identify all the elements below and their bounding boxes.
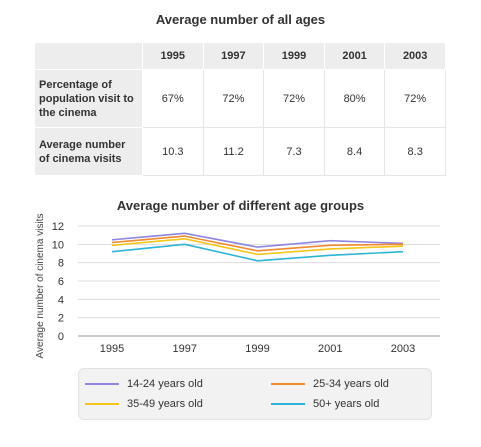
y-tick-label: 6 — [58, 276, 64, 288]
table-header-row: 1995 1997 1999 2001 2003 — [34, 42, 446, 70]
legend-item: 25-34 years old — [271, 378, 389, 390]
legend-swatch — [85, 403, 119, 405]
x-tick-label: 2003 — [391, 343, 415, 355]
y-tick-label: 8 — [58, 258, 64, 270]
row-label: Average number of cinema visits — [34, 127, 143, 176]
legend-swatch — [271, 403, 305, 405]
chart-title: Average number of different age groups — [116, 198, 365, 213]
x-tick-label: 1997 — [173, 343, 197, 355]
column-header: 2003 — [384, 42, 446, 70]
legend-label: 25-34 years old — [313, 378, 389, 390]
table-cell: 72% — [263, 69, 325, 128]
y-tick-label: 0 — [58, 331, 64, 343]
x-tick-label: 1999 — [245, 343, 269, 355]
table-cell: 11.2 — [202, 127, 265, 176]
table-cell: 10.3 — [142, 127, 204, 176]
legend-label: 14-24 years old — [127, 378, 203, 390]
table-cell: 72% — [202, 69, 265, 128]
legend-item: 50+ years old — [271, 398, 379, 410]
table-cell: 67% — [142, 69, 204, 128]
column-header: 1999 — [263, 42, 325, 70]
legend-swatch — [271, 383, 305, 385]
table-cell: 72% — [384, 69, 446, 128]
y-tick-label: 4 — [58, 294, 64, 306]
table-corner-cell — [34, 42, 143, 70]
chart-legend: 14-24 years old 25-34 years old 35-49 ye… — [78, 368, 432, 420]
y-tick-label: 2 — [58, 313, 64, 325]
table-row: Average number of cinema visits 10.3 11.… — [34, 127, 446, 176]
series-line — [111, 232, 404, 248]
legend-item: 14-24 years old — [85, 378, 203, 390]
y-tick-label: 12 — [52, 221, 64, 233]
y-tick-label: 10 — [52, 239, 64, 251]
x-tick-label: 2001 — [318, 343, 342, 355]
legend-label: 50+ years old — [313, 398, 380, 410]
x-tick-label: 1995 — [100, 343, 124, 355]
series-line — [111, 243, 404, 262]
table-cell: 8.3 — [384, 127, 446, 176]
table-cell: 8.4 — [323, 127, 386, 176]
table-title: Average number of all ages — [155, 12, 326, 27]
legend-swatch — [85, 383, 119, 385]
y-axis-label: Average number of cinema visits — [35, 214, 46, 359]
legend-item: 35-49 years old — [85, 398, 203, 410]
summary-table: 1995 1997 1999 2001 2003 Percentage of p… — [34, 42, 446, 176]
series-line — [111, 238, 404, 256]
table-cell: 80% — [323, 69, 386, 128]
row-label: Percentage of population visit to the ci… — [34, 69, 143, 128]
table-row: Percentage of population visit to the ci… — [34, 69, 446, 128]
series-line — [111, 235, 404, 252]
table-cell: 7.3 — [263, 127, 325, 176]
legend-label: 35-49 years old — [127, 398, 203, 410]
